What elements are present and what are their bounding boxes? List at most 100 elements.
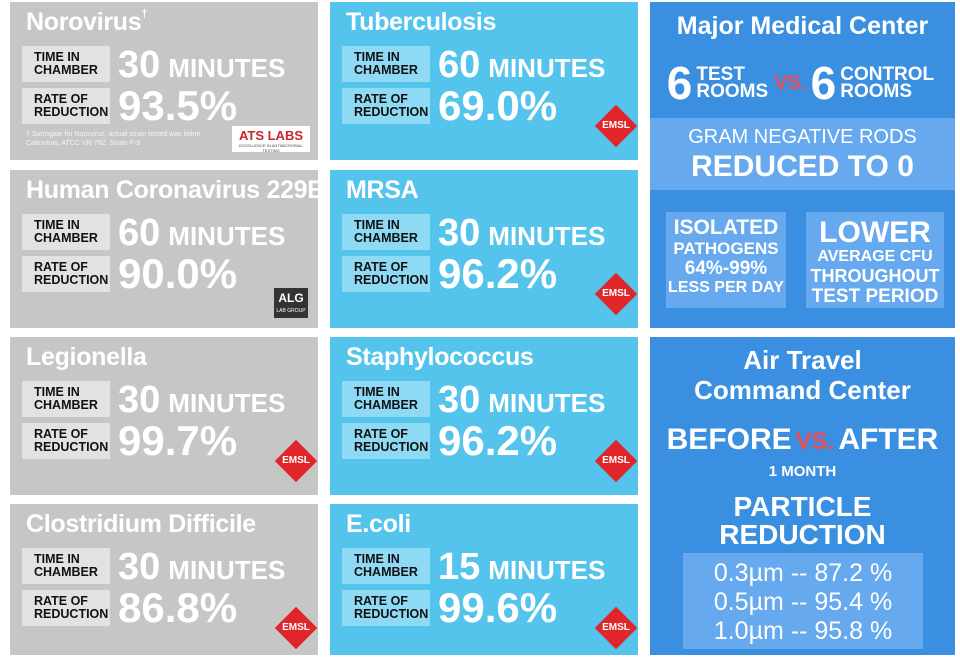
control-count: 6 — [810, 57, 837, 109]
isolated-line: PATHOGENS — [673, 239, 779, 258]
time-label: TIME IN CHAMBER — [342, 46, 430, 82]
title-mark: † — [141, 8, 148, 20]
card-title: Norovirus† — [26, 8, 148, 37]
card: E.coli TIME IN CHAMBER RATE OF REDUCTION 15… — [330, 504, 638, 655]
rate-value: 96.2% — [438, 250, 558, 297]
card-title: E.coli — [346, 510, 411, 539]
title: Legionella — [26, 343, 147, 371]
time-number: 30 — [438, 379, 481, 421]
title: E.coli — [346, 510, 411, 538]
time-value: 30 MINUTES — [118, 44, 285, 87]
card-title: Clostridium Difficile — [26, 510, 256, 539]
time-value: 15 MINUTES — [438, 546, 605, 589]
reduction-row: 0.3µm -- 87.2 % — [713, 559, 893, 587]
isolated-box: ISOLATED PATHOGENS 64%-99% LESS PER DAY — [666, 212, 786, 308]
time-number: 30 — [118, 44, 161, 86]
before: BEFORE — [666, 423, 792, 456]
medical-panel: Major Medical Center 6 TEST ROOMS VS. 6 CONTR… — [650, 2, 955, 328]
lower-line: TEST PERIOD — [811, 286, 939, 307]
after: AFTER — [838, 423, 939, 456]
before-after: BEFORE VS. AFTER — [650, 423, 955, 457]
reduction-row: 0.5µm -- 95.4 % — [713, 588, 893, 616]
logo-text: EMSL — [602, 288, 630, 299]
time-unit: MINUTES — [488, 388, 606, 418]
card: Legionella TIME IN CHAMBER RATE OF REDUCTI… — [10, 337, 318, 495]
time-label: TIME IN CHAMBER — [22, 214, 110, 250]
time-unit: MINUTES — [168, 388, 286, 418]
time-unit: MINUTES — [488, 221, 606, 251]
card: Human Coronavirus 229E TIME IN CHAMBER RAT… — [10, 170, 324, 328]
time-label: TIME IN CHAMBER — [342, 214, 430, 250]
rate-value: 90.0% — [118, 250, 238, 297]
reduction-row: 1.0µm -- 95.8 % — [713, 617, 893, 645]
rate-value: 99.7% — [118, 417, 238, 464]
reduction-box: 0.3µm -- 87.2 % 0.5µm -- 95.4 % 1.0µm -- 9… — [683, 553, 923, 649]
time-value: 30 MINUTES — [118, 546, 285, 589]
rate-value: 99.6% — [438, 584, 558, 631]
gram-line1: GRAM NEGATIVE RODS — [688, 126, 917, 148]
logo-sub: LAB GROUP — [276, 308, 306, 314]
logo-text: EMSL — [282, 622, 310, 633]
card: Norovirus† TIME IN CHAMBER RATE OF REDUCTI… — [10, 2, 318, 160]
logo: ATS LABS EXCELLENCE IN ANTIMICROBIAL TEST… — [232, 126, 310, 153]
isolated-line: 64%-99% — [684, 258, 768, 279]
isolated-line: ISOLATED — [673, 216, 779, 239]
card: Clostridium Difficile TIME IN CHAMBER RATE… — [10, 504, 318, 655]
title: Staphylococcus — [346, 343, 534, 371]
logo-sub: EXCELLENCE IN ANTIMICROBIAL TESTING — [239, 143, 303, 153]
time-value: 60 MINUTES — [438, 44, 605, 87]
rate-label: RATE OF REDUCTION — [342, 590, 430, 626]
air-panel: Air Travel Command Center BEFORE VS. AFTER 1… — [650, 337, 955, 655]
rate-label: RATE OF REDUCTION — [22, 256, 110, 292]
logo-text: EMSL — [282, 455, 310, 466]
gram-line2: REDUCED TO 0 — [691, 150, 914, 183]
rate-value: 93.5% — [118, 82, 238, 129]
period: 1 MONTH — [768, 463, 837, 480]
card: MRSA TIME IN CHAMBER RATE OF REDUCTION 30 MI… — [330, 170, 638, 328]
time-value: 30 MINUTES — [118, 379, 285, 422]
time-number: 15 — [438, 546, 481, 588]
time-label: TIME IN CHAMBER — [22, 381, 110, 417]
logo: ALG LAB GROUP — [274, 288, 308, 318]
rate-value: 96.2% — [438, 417, 558, 464]
time-number: 60 — [118, 212, 161, 254]
time-number: 30 — [118, 546, 161, 588]
card: Tuberculosis TIME IN CHAMBER RATE OF REDUC… — [330, 2, 638, 160]
time-unit: MINUTES — [168, 53, 286, 83]
card-title: Human Coronavirus 229E — [26, 176, 324, 205]
medical-title: Major Medical Center — [676, 12, 929, 40]
card-title: Staphylococcus — [346, 343, 534, 372]
rate-label: RATE OF REDUCTION — [22, 423, 110, 459]
time-unit: MINUTES — [168, 555, 286, 585]
logo-text: EMSL — [602, 622, 630, 633]
title: Human Coronavirus 229E — [26, 176, 324, 204]
title: MRSA — [346, 176, 419, 204]
time-unit: MINUTES — [488, 555, 606, 585]
lower-line: AVERAGE CFU — [817, 248, 933, 265]
title: Norovirus — [26, 8, 142, 36]
time-label: TIME IN CHAMBER — [22, 548, 110, 584]
title: Tuberculosis — [346, 8, 497, 36]
rate-value: 86.8% — [118, 584, 238, 631]
time-value: 30 MINUTES — [438, 379, 605, 422]
rate-value: 69.0% — [438, 82, 558, 129]
time-label: TIME IN CHAMBER — [342, 548, 430, 584]
rate-label: RATE OF REDUCTION — [342, 256, 430, 292]
lower-line: LOWER — [819, 216, 931, 249]
rooms-label: TEST ROOMS — [696, 64, 769, 102]
test-count: 6 — [666, 57, 693, 109]
card-title: MRSA — [346, 176, 419, 205]
air-title: Air Travel Command Center — [694, 345, 911, 405]
footnote: † Surrogate for Norovirus, actual strain… — [26, 131, 201, 147]
rate-label: RATE OF REDUCTION — [22, 88, 110, 124]
vs: VS. — [795, 428, 835, 455]
rate-label: RATE OF REDUCTION — [342, 88, 430, 124]
rate-label: RATE OF REDUCTION — [342, 423, 430, 459]
logo-text: ALG — [278, 291, 304, 305]
time-unit: MINUTES — [168, 221, 286, 251]
time-number: 30 — [118, 379, 161, 421]
logo-text: EMSL — [602, 120, 630, 131]
isolated-line: LESS PER DAY — [668, 279, 784, 296]
time-unit: MINUTES — [488, 53, 606, 83]
